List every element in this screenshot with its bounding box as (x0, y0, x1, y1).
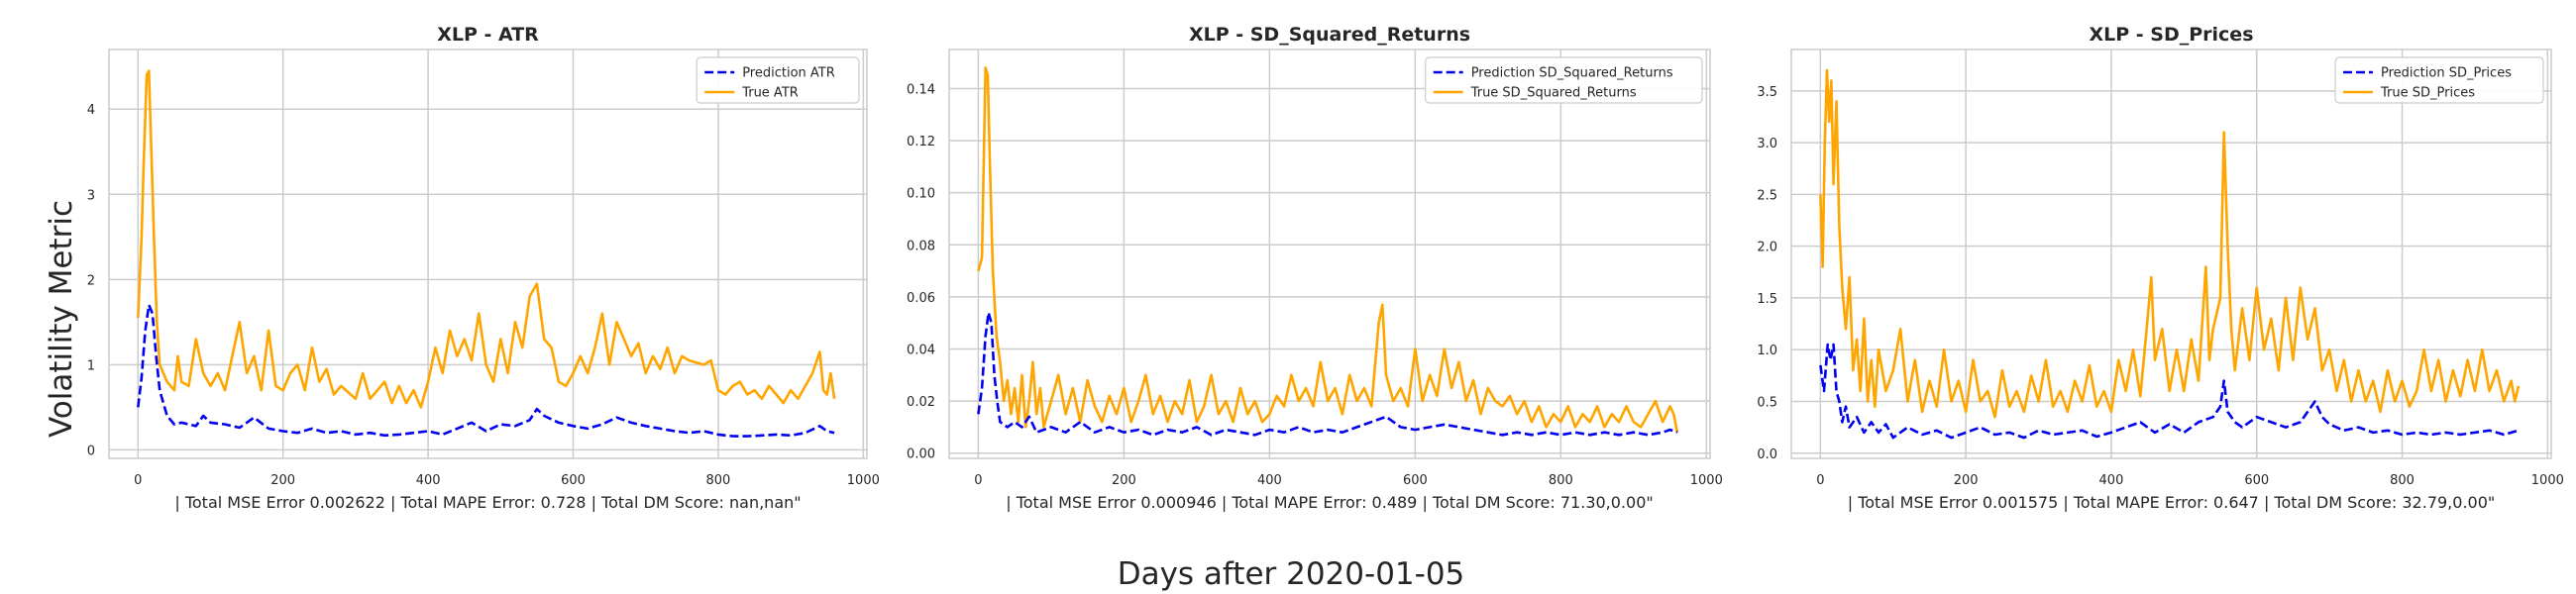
x-tick-label: 800 (2390, 473, 2415, 488)
y-tick-label: 2 (87, 273, 95, 288)
y-tick-label: 0.12 (907, 135, 935, 149)
legend-label: True SD_Squared_Returns (1470, 86, 1637, 101)
x-tick-label: 800 (1549, 473, 1573, 488)
legend-label: True SD_Prices (2380, 86, 2475, 101)
chart-xlabel: | Total MSE Error 0.001575 | Total MAPE … (1848, 493, 2496, 512)
y-tick-label: 0.02 (907, 395, 935, 410)
y-tick-label: 3.5 (1757, 85, 1777, 100)
y-tick-label: 2.0 (1757, 241, 1777, 255)
chart-panel-2: 0 200 400 600 800 1000 0.00 0.02 0.04 0.06 0.08 0.1… (907, 24, 1723, 512)
legend-box (696, 56, 860, 104)
figure-ylabel: Volatility Metric (44, 200, 79, 438)
legend-box (1425, 56, 1703, 104)
y-tick-label: 0.06 (907, 291, 935, 306)
y-tick-label: 3 (87, 188, 95, 203)
chart-title: XLP - SD_Prices (2089, 24, 2253, 46)
x-tick-label: 400 (416, 473, 441, 488)
figure-xlabel: Days after 2020-01-05 (1118, 556, 1465, 592)
x-tick-label: 400 (2099, 473, 2124, 488)
x-tick-label: 600 (1403, 473, 1428, 488)
y-tick-label: 3.0 (1757, 137, 1777, 151)
y-tick-label: 1.5 (1757, 292, 1777, 307)
y-tick-label: 0.5 (1757, 395, 1777, 410)
chart-title: XLP - ATR (437, 24, 539, 46)
x-tick-label: 0 (974, 473, 982, 488)
y-tick-label: 0.14 (907, 82, 935, 97)
legend: Prediction SD_Prices True SD_Prices (2334, 56, 2544, 104)
x-tick-label: 1000 (1690, 473, 1723, 488)
chart-xlabel: | Total MSE Error 0.002622 | Total MAPE … (174, 493, 801, 512)
prediction-series-line (977, 311, 1678, 437)
x-tick-label: 200 (1954, 473, 1979, 488)
y-tick-label: 0.00 (907, 447, 935, 462)
chart-panel-1: 0 200 400 600 800 1000 0 1 2 3 4 XLP - ATR | Total M… (87, 24, 880, 512)
true-series-line (1819, 68, 2521, 419)
true-series-line (137, 69, 836, 409)
x-tick-label: 0 (134, 473, 142, 488)
legend: Prediction SD_Squared_Returns True SD_Squ… (1425, 56, 1703, 104)
legend-label: Prediction ATR (742, 66, 835, 81)
plot-area (948, 49, 1711, 459)
x-tick-label: 400 (1257, 473, 1282, 488)
legend-label: Prediction SD_Squared_Returns (1471, 66, 1673, 81)
chart-xlabel: | Total MSE Error 0.000946 | Total MAPE … (1006, 493, 1654, 512)
x-tick-label: 200 (1112, 473, 1136, 488)
x-tick-label: 0 (1816, 473, 1824, 488)
x-tick-label: 600 (2244, 473, 2269, 488)
y-tick-label: 0 (87, 444, 95, 458)
y-tick-label: 2.5 (1757, 188, 1777, 203)
legend-label: Prediction SD_Prices (2381, 66, 2512, 81)
legend: Prediction ATR True ATR (696, 56, 860, 104)
x-tick-label: 200 (270, 473, 295, 488)
y-tick-label: 0.0 (1757, 447, 1777, 462)
prediction-series-line (1819, 343, 2520, 440)
prediction-series-line (137, 303, 835, 438)
plot-area (1790, 49, 2552, 459)
plot-area (108, 49, 868, 459)
y-tick-label: 1.0 (1757, 344, 1777, 358)
true-series-line (977, 66, 1679, 433)
legend-box (2334, 56, 2544, 104)
x-tick-label: 1000 (847, 473, 880, 488)
x-tick-label: 600 (561, 473, 586, 488)
y-tick-label: 4 (87, 103, 95, 118)
chart-panels: 0 200 400 600 800 1000 0 1 2 3 4 XLP - ATR | Total M… (87, 24, 2564, 512)
x-tick-label: 1000 (2531, 473, 2564, 488)
y-tick-label: 0.08 (907, 239, 935, 253)
y-tick-label: 1 (87, 358, 95, 373)
chart-panel-3: 0 200 400 600 800 1000 0.0 0.5 1.0 1.5 2.0 2.5 3.0 3.… (1757, 24, 2564, 512)
legend-label: True ATR (741, 86, 799, 101)
y-tick-label: 0.04 (907, 344, 935, 358)
x-tick-label: 800 (706, 473, 731, 488)
y-tick-label: 0.10 (907, 187, 935, 202)
chart-title: XLP - SD_Squared_Returns (1189, 24, 1470, 46)
